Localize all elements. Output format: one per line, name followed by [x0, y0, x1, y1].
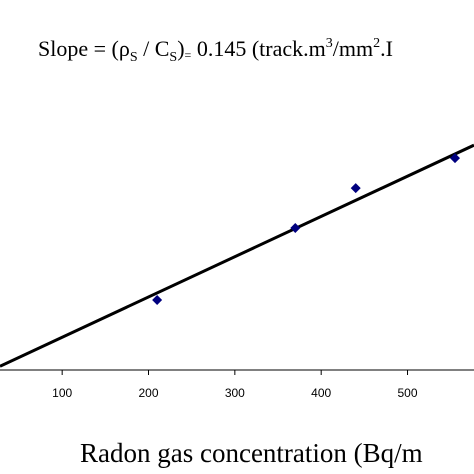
x-tick-label: 300: [225, 386, 245, 400]
x-axis-label: Radon gas concentration (Bq/m: [80, 438, 423, 468]
title-part: =: [185, 48, 192, 62]
title-part: 3: [326, 36, 333, 51]
title-part: .I: [380, 36, 393, 61]
title-part: 0.145 (track.m: [191, 36, 325, 61]
x-tick-label: 200: [138, 386, 158, 400]
data-point: [152, 295, 163, 306]
title-part: ): [177, 36, 184, 61]
title-part: 2: [373, 36, 380, 51]
data-point: [290, 222, 301, 233]
x-tick-label: 500: [398, 386, 418, 400]
title-part: / C: [138, 36, 170, 61]
title-part: S: [169, 50, 177, 65]
title-part: /mm: [333, 36, 373, 61]
x-tick-label: 100: [52, 386, 72, 400]
data-point: [350, 183, 361, 194]
title-part: Slope = (ρ: [38, 36, 130, 61]
chart-title: Slope = (ρS / CS)= 0.145 (track.m3/mm2.I: [38, 36, 393, 65]
x-tick-label: 400: [311, 386, 331, 400]
data-point: [450, 153, 461, 164]
title-part: S: [130, 50, 138, 65]
fit-line: [0, 143, 474, 368]
